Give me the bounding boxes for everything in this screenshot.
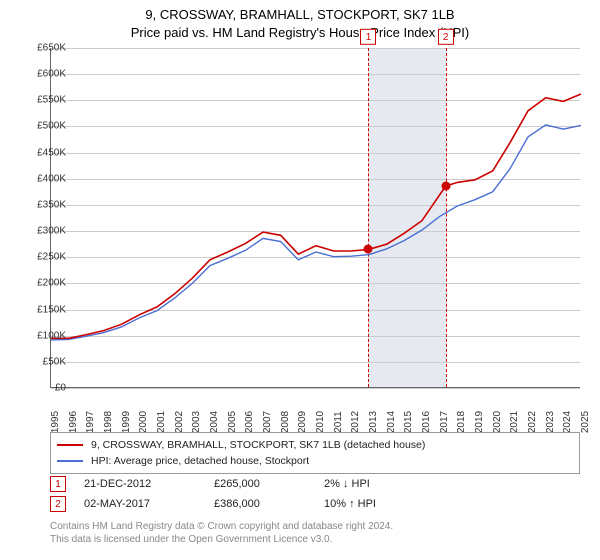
marker-dot (364, 245, 373, 254)
chart-container: 9, CROSSWAY, BRAMHALL, STOCKPORT, SK7 1L… (0, 0, 600, 560)
x-tick-label: 2000 (138, 411, 149, 433)
x-tick-label: 2003 (191, 411, 202, 433)
x-tick-label: 1998 (103, 411, 114, 433)
transaction-pct: 10% ↑ HPI (324, 498, 444, 510)
x-tick-label: 2017 (439, 411, 450, 433)
chart-plot-area: 12 (50, 48, 580, 388)
x-tick-label: 2011 (333, 411, 344, 433)
x-tick-label: 2005 (227, 411, 238, 433)
y-tick-label: £300K (20, 226, 66, 237)
x-tick-label: 2008 (280, 411, 291, 433)
x-axis: 1995 1996 1997 1998 1999 2000 2001 2002 2003 2004… (50, 390, 580, 430)
x-tick-label: 2009 (297, 411, 308, 433)
x-tick-label: 2023 (545, 411, 556, 433)
marker-number: 2 (438, 29, 454, 45)
transaction-table: 1 21-DEC-2012 £265,000 2% ↓ HPI 2 02-MAY… (50, 474, 580, 514)
y-tick-label: £500K (20, 121, 66, 132)
legend-swatch (57, 444, 83, 446)
x-tick-label: 2021 (509, 411, 520, 433)
x-tick-label: 2014 (386, 411, 397, 433)
x-tick-label: 2001 (156, 411, 167, 433)
x-tick-label: 2004 (209, 411, 220, 433)
y-tick-label: £600K (20, 69, 66, 80)
x-tick-label: 1997 (85, 411, 96, 433)
legend-label: 9, CROSSWAY, BRAMHALL, STOCKPORT, SK7 1L… (91, 439, 425, 451)
title-line-2: Price paid vs. HM Land Registry's House … (0, 24, 600, 42)
series-svg (51, 48, 581, 388)
x-tick-label: 2002 (174, 411, 185, 433)
x-tick-label: 2007 (262, 411, 273, 433)
transaction-row: 2 02-MAY-2017 £386,000 10% ↑ HPI (50, 494, 580, 514)
y-tick-label: £50K (20, 356, 66, 367)
y-tick-label: £200K (20, 278, 66, 289)
y-tick-label: £400K (20, 173, 66, 184)
y-tick-label: £350K (20, 199, 66, 210)
y-tick-label: £650K (20, 43, 66, 54)
transaction-date: 02-MAY-2017 (84, 498, 214, 510)
x-tick-label: 2015 (403, 411, 414, 433)
y-tick-label: £450K (20, 147, 66, 158)
x-tick-label: 2006 (244, 411, 255, 433)
x-tick-label: 2024 (562, 411, 573, 433)
x-tick-label: 1999 (121, 411, 132, 433)
x-tick-label: 2018 (456, 411, 467, 433)
legend-item: 9, CROSSWAY, BRAMHALL, STOCKPORT, SK7 1L… (57, 437, 573, 453)
transaction-marker: 1 (50, 476, 66, 492)
x-tick-label: 2022 (527, 411, 538, 433)
x-tick-label: 2013 (368, 411, 379, 433)
y-tick-label: £550K (20, 95, 66, 106)
footer-line: This data is licensed under the Open Gov… (50, 533, 580, 546)
marker-dot (441, 182, 450, 191)
series-line (51, 94, 581, 338)
x-tick-label: 2020 (492, 411, 503, 433)
title-line-1: 9, CROSSWAY, BRAMHALL, STOCKPORT, SK7 1L… (0, 6, 600, 24)
y-tick-label: £250K (20, 252, 66, 263)
y-tick-label: £100K (20, 330, 66, 341)
x-tick-label: 2025 (580, 411, 591, 433)
y-tick-label: £150K (20, 304, 66, 315)
x-tick-label: 2019 (474, 411, 485, 433)
transaction-price: £386,000 (214, 498, 324, 510)
transaction-marker: 2 (50, 496, 66, 512)
title-block: 9, CROSSWAY, BRAMHALL, STOCKPORT, SK7 1L… (0, 0, 600, 41)
transaction-date: 21-DEC-2012 (84, 478, 214, 490)
x-tick-label: 2016 (421, 411, 432, 433)
legend: 9, CROSSWAY, BRAMHALL, STOCKPORT, SK7 1L… (50, 432, 580, 474)
marker-number: 1 (360, 29, 376, 45)
transaction-row: 1 21-DEC-2012 £265,000 2% ↓ HPI (50, 474, 580, 494)
x-tick-label: 2010 (315, 411, 326, 433)
footer-attribution: Contains HM Land Registry data © Crown c… (50, 520, 580, 546)
legend-swatch (57, 460, 83, 462)
footer-line: Contains HM Land Registry data © Crown c… (50, 520, 580, 533)
x-tick-label: 1995 (50, 411, 61, 433)
x-tick-label: 2012 (350, 411, 361, 433)
transaction-price: £265,000 (214, 478, 324, 490)
legend-label: HPI: Average price, detached house, Stoc… (91, 455, 309, 467)
x-tick-label: 1996 (68, 411, 79, 433)
legend-item: HPI: Average price, detached house, Stoc… (57, 453, 573, 469)
transaction-pct: 2% ↓ HPI (324, 478, 444, 490)
